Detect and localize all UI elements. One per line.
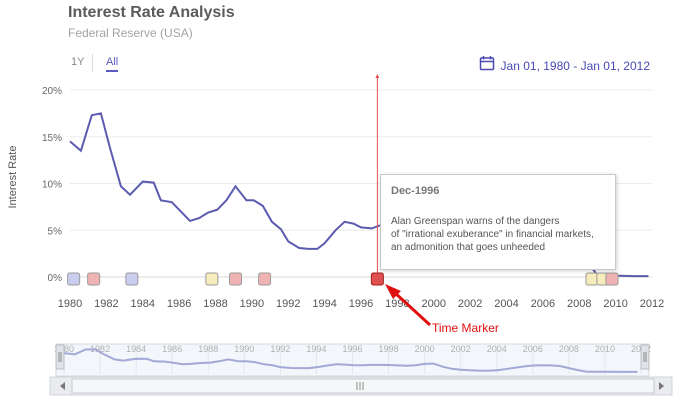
x-tick-label: 1988 bbox=[203, 298, 227, 310]
navigator-tick-label: 1996 bbox=[342, 344, 362, 354]
tooltip-title: Dec-1996 bbox=[391, 185, 440, 197]
event-marker bbox=[205, 272, 219, 286]
x-tick-label: 1986 bbox=[167, 298, 191, 310]
event-marker bbox=[370, 272, 384, 286]
y-tick-label: 5% bbox=[48, 226, 63, 237]
time-navigator[interactable]: 1980198219841986198819901992199419961998… bbox=[54, 343, 651, 377]
chart-title: Interest Rate Analysis bbox=[68, 4, 235, 21]
navigator-tick-label: 2008 bbox=[559, 344, 579, 354]
navigator-tick-label: 1998 bbox=[379, 344, 399, 354]
navigator-tick-label: 2000 bbox=[415, 344, 435, 354]
x-tick-label: 1980 bbox=[58, 298, 82, 310]
navigator-tick-label: 1994 bbox=[306, 344, 326, 354]
calendar-icon bbox=[479, 55, 495, 76]
navigator-tick-label: 1986 bbox=[162, 344, 182, 354]
event-markers bbox=[67, 272, 619, 286]
navigator-tick-label: 2010 bbox=[595, 344, 615, 354]
x-tick-label: 1992 bbox=[276, 298, 300, 310]
y-tick-label: 0% bbox=[48, 273, 63, 284]
x-tick-label: 1982 bbox=[94, 298, 118, 310]
x-tick-label: 1984 bbox=[131, 298, 155, 310]
navigator-tick-label: 2002 bbox=[451, 344, 471, 354]
x-tick-label: 1996 bbox=[349, 298, 373, 310]
event-marker bbox=[229, 272, 243, 286]
chart-subtitle: Federal Reserve (USA) bbox=[68, 26, 193, 40]
x-tick-label: 2008 bbox=[567, 298, 591, 310]
range-button-divider bbox=[92, 54, 93, 72]
navigator-line bbox=[63, 348, 638, 373]
y-tick-label: 10% bbox=[42, 180, 62, 191]
x-tick-label: 2010 bbox=[603, 298, 627, 310]
x-tick-label: 1994 bbox=[312, 298, 336, 310]
time-marker-cap bbox=[375, 74, 380, 78]
event-marker bbox=[585, 272, 599, 286]
scroll-right-arrow[interactable] bbox=[659, 382, 664, 390]
navigator-right-handle[interactable] bbox=[640, 344, 650, 370]
y-tick-label: 20% bbox=[42, 86, 62, 97]
tooltip-body: Alan Greenspan warns of the dangers of "… bbox=[391, 216, 594, 253]
time-marker-annotation: Time Marker bbox=[432, 321, 499, 335]
navigator-tick-label: 1988 bbox=[198, 344, 218, 354]
range-1y-button[interactable]: 1Y bbox=[71, 56, 85, 68]
y-tick-label: 15% bbox=[42, 133, 62, 144]
x-tick-label: 2002 bbox=[458, 298, 482, 310]
range-all-button[interactable]: All bbox=[106, 56, 119, 72]
event-marker bbox=[67, 272, 81, 286]
event-marker bbox=[125, 272, 139, 286]
date-range-text: Jan 01, 1980 - Jan 01, 2012 bbox=[500, 58, 650, 73]
event-marker bbox=[87, 272, 101, 286]
annotation-arrow bbox=[385, 284, 432, 327]
x-tick-label: 2006 bbox=[531, 298, 555, 310]
event-tooltip: Dec-1996 Alan Greenspan warns of the dan… bbox=[380, 174, 616, 270]
scroll-left-arrow[interactable] bbox=[60, 382, 65, 390]
x-tick-label: 2000 bbox=[422, 298, 446, 310]
date-range-picker[interactable]: Jan 01, 1980 - Jan 01, 2012 bbox=[479, 55, 650, 76]
navigator-scrollbar[interactable] bbox=[49, 376, 673, 396]
y-axis-ticks: 0% 5% 10% 15% 20% bbox=[42, 86, 62, 284]
event-marker bbox=[605, 272, 619, 286]
x-tick-label: 1990 bbox=[240, 298, 264, 310]
x-axis-ticks: 1980 1982 1984 1986 1988 1990 1992 1994 1996 1998… bbox=[58, 298, 664, 310]
navigator-tick-label: 1984 bbox=[126, 344, 146, 354]
navigator-tick-label: 1992 bbox=[270, 344, 290, 354]
navigator-left-handle[interactable] bbox=[55, 344, 65, 370]
navigator-tick-label: 2004 bbox=[487, 344, 507, 354]
x-tick-label: 2012 bbox=[640, 298, 664, 310]
x-tick-label: 2004 bbox=[494, 298, 518, 310]
navigator-tick-label: 1990 bbox=[234, 344, 254, 354]
navigator-tick-label: 1982 bbox=[90, 344, 110, 354]
navigator-tick-label: 2006 bbox=[523, 344, 543, 354]
event-marker bbox=[258, 272, 272, 286]
